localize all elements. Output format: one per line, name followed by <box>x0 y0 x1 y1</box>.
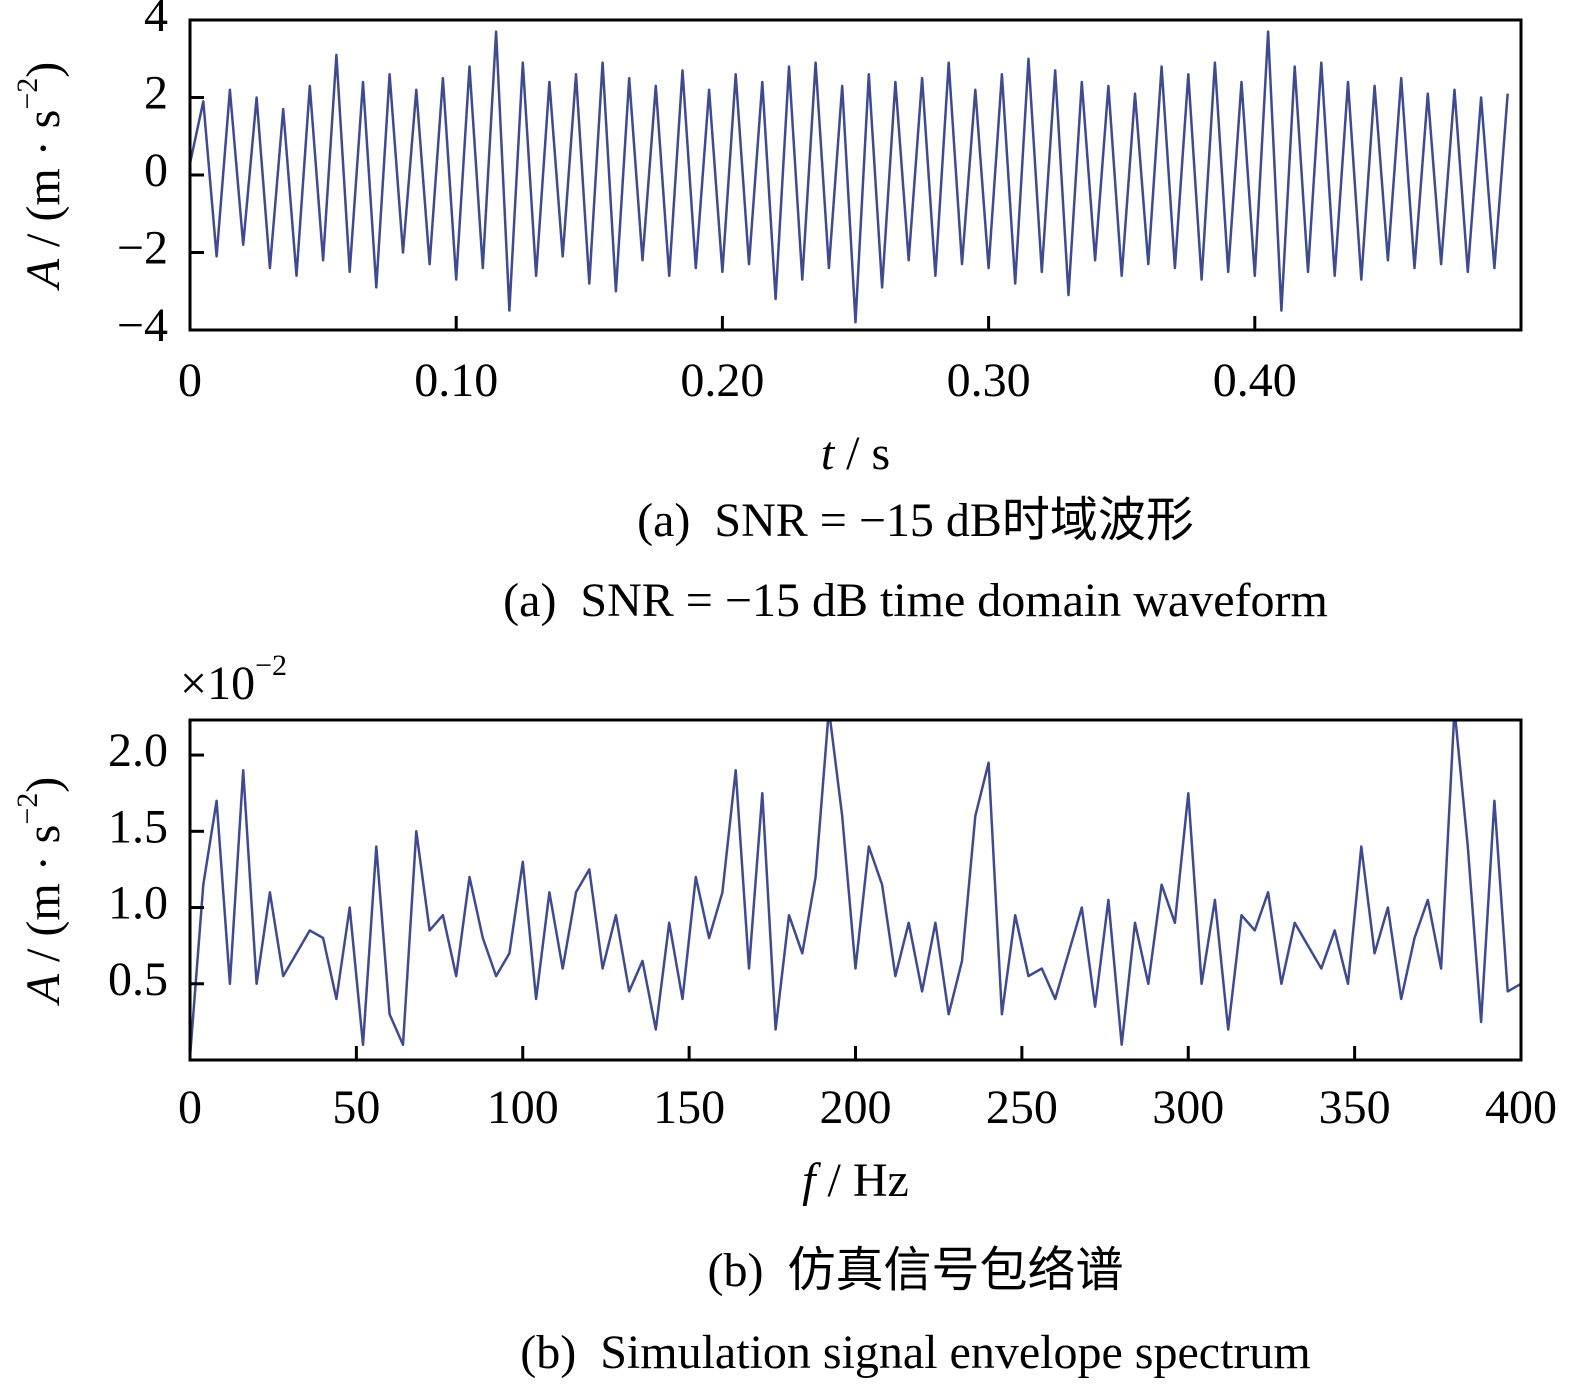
y-label-symbol: A <box>17 258 70 291</box>
y-tick-label: 0.5 <box>108 953 168 1006</box>
x-tick-label: 100 <box>487 1081 559 1134</box>
y-tick-label: 0 <box>144 144 168 197</box>
caption: (a) SNR = −15 dB time domain waveform <box>503 574 1328 627</box>
x-tick-label: 0.10 <box>414 354 498 407</box>
y-label-exponent: −2 <box>11 78 44 110</box>
y-tick-label: 4 <box>144 0 168 42</box>
y-label-text: / (m · s <box>17 110 70 259</box>
x-label-symbol: t <box>821 427 836 480</box>
data-line <box>190 30 1509 324</box>
y-axis-label: A / (m · s−2) <box>11 62 70 292</box>
y-axis-label: A / (m · s−2) <box>11 777 70 1007</box>
x-tick-label: 350 <box>1319 1081 1391 1134</box>
caption: (b) 仿真信号包络谱 <box>708 1244 1124 1297</box>
x-tick-label: 0.20 <box>680 354 764 407</box>
y-tick-label: 1.5 <box>108 800 168 853</box>
y-label-symbol: A <box>17 973 70 1006</box>
axis-multiplier: ×10−2 <box>180 649 287 710</box>
x-tick-label: 0.30 <box>947 354 1031 407</box>
y-tick-label: −2 <box>117 222 168 275</box>
multiplier-base: ×10 <box>180 657 255 710</box>
caption: (a) SNR = −15 dB时域波形 <box>637 494 1194 547</box>
x-tick-label: 50 <box>332 1081 380 1134</box>
x-label-text: / s <box>834 427 890 480</box>
y-tick-label: 2.0 <box>108 724 168 777</box>
caption: (b) Simulation signal envelope spectrum <box>520 1326 1311 1379</box>
y-label-end: ) <box>17 777 70 793</box>
y-tick-label: 2 <box>144 67 168 120</box>
x-tick-label: 0.40 <box>1213 354 1297 407</box>
x-label-text: / Hz <box>816 1154 909 1207</box>
x-tick-label: 400 <box>1485 1081 1557 1134</box>
x-axis-label: f / Hz <box>802 1154 909 1207</box>
x-tick-label: 200 <box>820 1081 892 1134</box>
y-label-exponent: −2 <box>11 793 44 825</box>
y-label-text: / (m · s <box>17 825 70 974</box>
x-tick-label: 0 <box>178 1081 202 1134</box>
multiplier-exponent: −2 <box>255 649 287 682</box>
y-tick-label: 1.0 <box>108 877 168 930</box>
x-tick-label: 0 <box>178 354 202 407</box>
y-tick-label: −4 <box>117 299 168 352</box>
x-axis-label: t / s <box>821 427 890 480</box>
data-line <box>190 720 1521 1058</box>
x-tick-label: 150 <box>653 1081 725 1134</box>
y-label-end: ) <box>17 62 70 78</box>
x-tick-label: 250 <box>986 1081 1058 1134</box>
x-tick-label: 300 <box>1152 1081 1224 1134</box>
